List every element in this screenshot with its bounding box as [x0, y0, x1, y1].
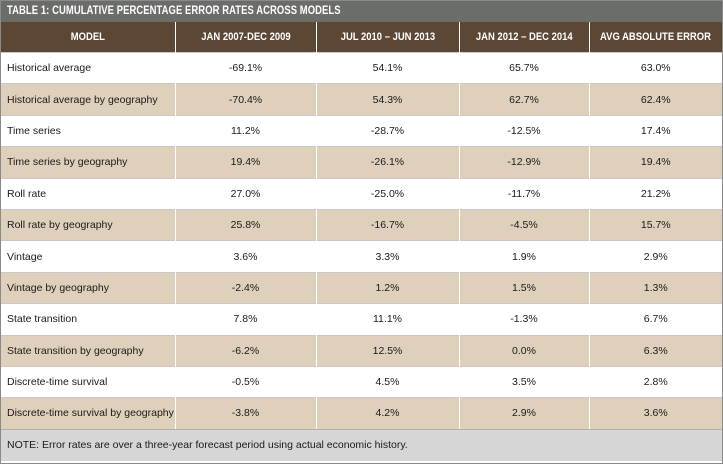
table-row: Roll rate by geography 25.8% -16.7% -4.5… — [1, 208, 722, 241]
table-cell: -26.1% — [315, 146, 459, 179]
model-name: State transition by geography — [1, 334, 175, 367]
model-name: Discrete-time survival — [1, 365, 175, 398]
table-cell: 6.7% — [588, 303, 722, 336]
table-cell: -69.1% — [174, 51, 316, 84]
table-cell: 62.7% — [458, 83, 589, 116]
column-header-model: MODEL — [1, 22, 175, 53]
table-cell: 27.0% — [174, 177, 316, 210]
table-row: Historical average by geography -70.4% 5… — [1, 83, 722, 116]
table-cell: 1.3% — [588, 271, 722, 304]
table-row: Historical average -69.1% 54.1% 65.7% 63… — [1, 51, 722, 84]
column-header-period-3: JAN 2012 – DEC 2014 — [458, 22, 589, 53]
table-cell: -25.0% — [315, 177, 459, 210]
table-cell: 3.3% — [315, 240, 459, 273]
table-cell: 21.2% — [588, 177, 722, 210]
model-name: Discrete-time survival by geography — [1, 397, 175, 429]
model-name: Roll rate — [1, 177, 175, 210]
table-cell: -4.5% — [458, 208, 589, 241]
table-cell: 25.8% — [174, 208, 316, 241]
table-cell: -70.4% — [174, 83, 316, 116]
table-cell: 0.0% — [458, 334, 589, 367]
model-name: Historical average — [1, 51, 175, 84]
table-cell: 12.5% — [315, 334, 459, 367]
table-cell: 63.0% — [588, 51, 722, 84]
model-name: Historical average by geography — [1, 83, 175, 116]
table-cell: -3.8% — [174, 397, 316, 429]
table-row: Discrete-time survival -0.5% 4.5% 3.5% 2… — [1, 365, 722, 398]
table-row: Discrete-time survival by geography -3.8… — [1, 397, 722, 429]
table-cell: 3.5% — [458, 365, 589, 398]
model-name: Roll rate by geography — [1, 208, 175, 241]
column-header-period-1: JAN 2007-DEC 2009 — [174, 22, 316, 53]
table-row: State transition by geography -6.2% 12.5… — [1, 334, 722, 367]
model-name: Time series — [1, 114, 175, 147]
table-cell: 6.3% — [588, 334, 722, 367]
table-cell: 2.9% — [588, 240, 722, 273]
table-cell: 15.7% — [588, 208, 722, 241]
column-header-avg-error: AVG ABSOLUTE ERROR — [588, 22, 722, 53]
table-cell: -16.7% — [315, 208, 459, 241]
table-row: Time series by geography 19.4% -26.1% -1… — [1, 146, 722, 179]
table-title: TABLE 1: CUMULATIVE PERCENTAGE ERROR RAT… — [1, 1, 722, 22]
table-row: Time series 11.2% -28.7% -12.5% 17.4% — [1, 114, 722, 147]
table-row: Roll rate 27.0% -25.0% -11.7% 21.2% — [1, 177, 722, 210]
table-cell: 1.2% — [315, 271, 459, 304]
table-note: NOTE: Error rates are over a three-year … — [1, 428, 722, 461]
table-cell: -2.4% — [174, 271, 316, 304]
table-cell: 1.5% — [458, 271, 589, 304]
table-row: State transition 7.8% 11.1% -1.3% 6.7% — [1, 303, 722, 336]
model-name: State transition — [1, 303, 175, 336]
table-cell: -12.5% — [458, 114, 589, 147]
table-cell: 4.2% — [315, 397, 459, 429]
table-cell: 4.5% — [315, 365, 459, 398]
table-cell: -0.5% — [174, 365, 316, 398]
table-cell: 3.6% — [174, 240, 316, 273]
table-cell: 17.4% — [588, 114, 722, 147]
table-cell: 2.8% — [588, 365, 722, 398]
table-cell: 2.9% — [458, 397, 589, 429]
model-name: Time series by geography — [1, 146, 175, 179]
table-cell: 65.7% — [458, 51, 589, 84]
table-cell: 11.1% — [315, 303, 459, 336]
table-cell: 54.1% — [315, 51, 459, 84]
table-row: Vintage by geography -2.4% 1.2% 1.5% 1.3… — [1, 271, 722, 304]
table-cell: 62.4% — [588, 83, 722, 116]
header-row: MODEL JAN 2007-DEC 2009 JUL 2010 – JUN 2… — [1, 22, 722, 53]
table-row: Vintage 3.6% 3.3% 1.9% 2.9% — [1, 240, 722, 273]
table-cell: -6.2% — [174, 334, 316, 367]
table-cell: -11.7% — [458, 177, 589, 210]
table-cell: -28.7% — [315, 114, 459, 147]
table-cell: -1.3% — [458, 303, 589, 336]
model-name: Vintage by geography — [1, 271, 175, 304]
table-cell: 1.9% — [458, 240, 589, 273]
column-header-period-2: JUL 2010 – JUN 2013 — [315, 22, 459, 53]
table-cell: 19.4% — [588, 146, 722, 179]
table-cell: 19.4% — [174, 146, 316, 179]
error-rates-table: MODEL JAN 2007-DEC 2009 JUL 2010 – JUN 2… — [1, 22, 722, 429]
table-cell: -12.9% — [458, 146, 589, 179]
table-cell: 11.2% — [174, 114, 316, 147]
table-cell: 7.8% — [174, 303, 316, 336]
model-name: Vintage — [1, 240, 175, 273]
table-cell: 3.6% — [588, 397, 722, 429]
table-cell: 54.3% — [315, 83, 459, 116]
